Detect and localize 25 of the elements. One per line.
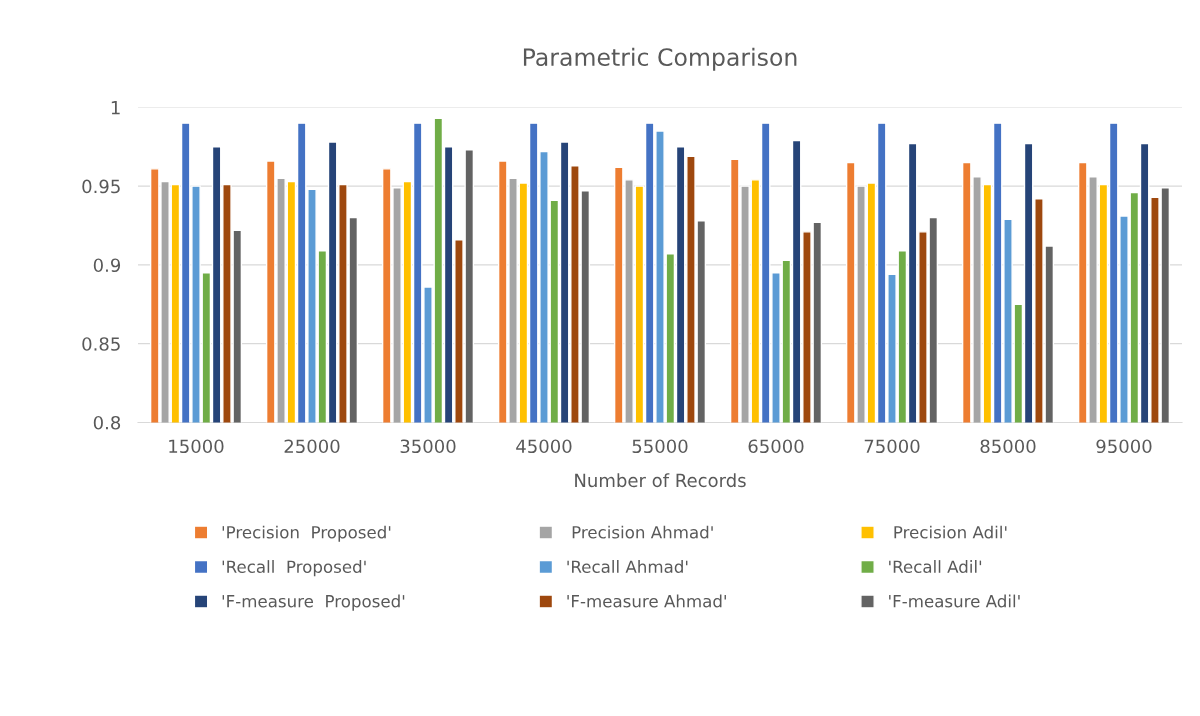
x-tick-label: 85000 [980, 439, 1036, 454]
x-tick-label: 35000 [400, 439, 456, 454]
legend-label: 'F-measure Adil' [889, 594, 1020, 608]
x-axis-title: Number of Records [575, 473, 746, 488]
x-tick-label: 55000 [632, 439, 688, 454]
x-tick-label: 75000 [864, 439, 920, 454]
y-tick-label: 0.95 [82, 179, 120, 194]
y-tick-label: 0.85 [82, 337, 120, 351]
legend-label: Precision Adil' [894, 525, 1007, 539]
legend-label: Precision Ahmad' [572, 525, 713, 539]
legend-label: 'Recall Ahmad' [567, 560, 688, 574]
legend-label: 'F-measure Ahmad' [567, 594, 726, 608]
x-tick-label: 65000 [748, 439, 804, 454]
legend-label: 'F-measure Proposed' [222, 594, 405, 611]
y-tick-label: 0.9 [93, 258, 121, 273]
legend-label: 'Precision Proposed' [222, 525, 391, 542]
legend-label: 'Recall Proposed' [222, 560, 366, 577]
y-tick-label: 1 [111, 101, 120, 115]
legend-label: 'Recall Adil' [889, 560, 982, 574]
x-tick-label: 45000 [516, 439, 572, 454]
y-tick-label: 0.8 [93, 415, 121, 430]
x-tick-label: 25000 [284, 439, 340, 454]
x-tick-label: 15000 [169, 439, 224, 454]
x-tick-label: 95000 [1096, 439, 1152, 454]
chart-title: Parametric Comparison [523, 47, 797, 71]
